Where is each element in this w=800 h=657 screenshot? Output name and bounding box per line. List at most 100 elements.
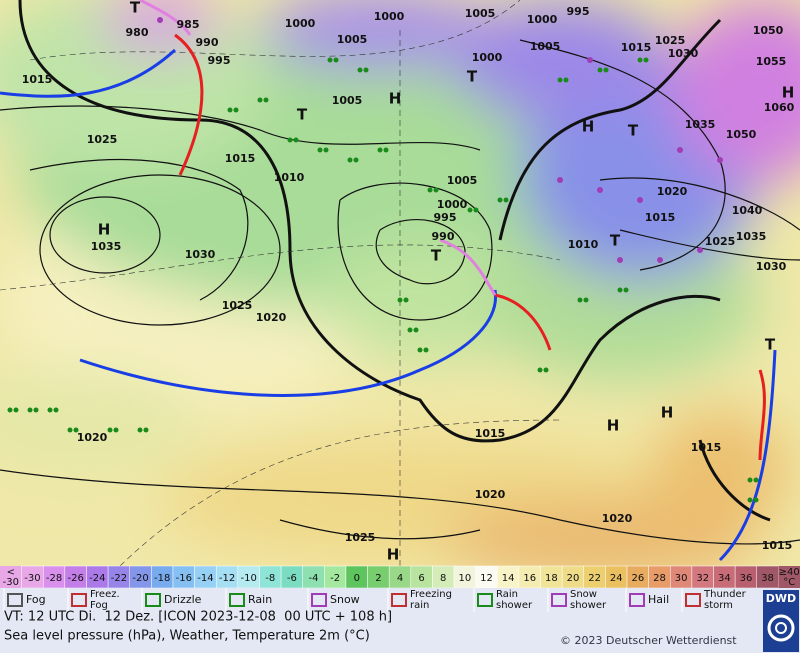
dwd-logo-mark bbox=[775, 622, 787, 634]
rain-dot bbox=[637, 57, 643, 63]
rain-dot bbox=[543, 367, 549, 373]
legend-symbol bbox=[391, 593, 407, 607]
snow-dot bbox=[557, 177, 563, 183]
legend-symbol bbox=[477, 593, 493, 607]
legend-symbol bbox=[629, 593, 645, 607]
legend-symbol bbox=[311, 593, 327, 607]
rain-dot bbox=[583, 297, 589, 303]
rain-dot bbox=[293, 137, 299, 143]
isobar-label: 990 bbox=[432, 230, 455, 243]
rain-dot bbox=[577, 297, 583, 303]
pressure-center: T bbox=[765, 336, 776, 354]
legend-symbol bbox=[229, 593, 245, 607]
weather-legend: Fog Freez. Fog Drizzle Rain Snow Freezing rain R… bbox=[3, 588, 747, 612]
scale-label: -4 bbox=[309, 573, 319, 584]
snow-dot bbox=[597, 187, 603, 193]
isobar-label: 985 bbox=[177, 18, 200, 31]
snow-dot bbox=[657, 257, 663, 263]
pressure-center: H bbox=[389, 90, 402, 108]
isobar-label: 1010 bbox=[568, 238, 599, 251]
legend-panel bbox=[0, 588, 800, 653]
isobar-label: 1000 bbox=[527, 13, 558, 26]
rain-dot bbox=[423, 347, 429, 353]
rain-dot bbox=[563, 77, 569, 83]
isobar-label: 1015 bbox=[22, 73, 53, 86]
isobar-label: 1055 bbox=[756, 55, 787, 68]
rain-dot bbox=[323, 147, 329, 153]
rain-dot bbox=[753, 497, 759, 503]
isobar-label: 1005 bbox=[465, 7, 496, 20]
isobar-label: 1015 bbox=[762, 539, 793, 552]
scale-label: 2 bbox=[375, 573, 381, 584]
pressure-center: H bbox=[387, 546, 400, 564]
isobar-label: 1015 bbox=[645, 211, 676, 224]
rain-dot bbox=[603, 67, 609, 73]
scale-label: 16 bbox=[523, 573, 536, 584]
scale-label: 32 bbox=[696, 573, 709, 584]
isobar-label: 1035 bbox=[91, 240, 122, 253]
scale-label: -14 bbox=[197, 573, 213, 584]
pressure-center: T bbox=[467, 68, 478, 86]
rain-dot bbox=[257, 97, 263, 103]
isobar-label: 1040 bbox=[732, 204, 763, 217]
rain-dot bbox=[433, 187, 439, 193]
isobar-label: 1010 bbox=[274, 171, 305, 184]
isobar-label: 1035 bbox=[685, 118, 716, 131]
pressure-center: H bbox=[582, 118, 595, 136]
scale-label: 26 bbox=[631, 573, 644, 584]
scale-label: -12 bbox=[219, 573, 235, 584]
scale-label: 10 bbox=[458, 573, 471, 584]
snow-dot bbox=[157, 17, 163, 23]
scale-label: 34 bbox=[718, 573, 731, 584]
rain-dot bbox=[427, 187, 433, 193]
rain-dot bbox=[363, 67, 369, 73]
pressure-center: T bbox=[628, 122, 639, 140]
isobar-label: 1050 bbox=[753, 24, 784, 37]
legend-label: Freez. Fog bbox=[90, 589, 120, 611]
rain-dot bbox=[597, 67, 603, 73]
legend-symbol bbox=[71, 593, 87, 607]
rain-dot bbox=[407, 327, 413, 333]
scale-label: 28 bbox=[653, 573, 666, 584]
dwd-logo-mark bbox=[767, 614, 795, 642]
legend-symbol bbox=[685, 593, 701, 607]
scale-label: -16 bbox=[176, 573, 192, 584]
scale-label: -8 bbox=[265, 573, 275, 584]
pressure-center: H bbox=[661, 404, 674, 422]
scale-label: -22 bbox=[111, 573, 127, 584]
isobar-label: 1030 bbox=[185, 248, 216, 261]
isobar-label: 1060 bbox=[764, 101, 795, 114]
legend-symbol bbox=[7, 593, 23, 607]
rain-dot bbox=[137, 427, 143, 433]
rain-dot bbox=[33, 407, 39, 413]
scale-label: 4 bbox=[397, 573, 403, 584]
isobar-label: 1025 bbox=[345, 531, 376, 544]
scale-label: 36 bbox=[740, 573, 753, 584]
rain-dot bbox=[557, 77, 563, 83]
scale-label: -20 bbox=[132, 573, 148, 584]
legend-label: Freezing rain bbox=[410, 589, 452, 611]
rain-dot bbox=[287, 137, 293, 143]
rain-dot bbox=[327, 57, 333, 63]
isobar-label: 1020 bbox=[602, 512, 633, 525]
rain-dot bbox=[53, 407, 59, 413]
scale-label: -10 bbox=[240, 573, 256, 584]
isobar-label: 1000 bbox=[285, 17, 316, 30]
scale-label: -26 bbox=[68, 573, 84, 584]
isobar-label: 1005 bbox=[337, 33, 368, 46]
pressure-center: T bbox=[431, 247, 442, 265]
pressure-center: T bbox=[130, 0, 141, 17]
pressure-center: T bbox=[297, 106, 308, 124]
isobar-label: 995 bbox=[567, 5, 590, 18]
rain-dot bbox=[27, 407, 33, 413]
description: Sea level pressure (hPa), Weather, Tempe… bbox=[4, 629, 370, 644]
pressure-center: H bbox=[607, 417, 620, 435]
scale-label: 12 bbox=[480, 573, 493, 584]
isobar-label: 1015 bbox=[621, 41, 652, 54]
scale-label: 22 bbox=[588, 573, 601, 584]
legend-label: Thunder storm bbox=[703, 589, 747, 611]
isobar-label: 1025 bbox=[655, 34, 686, 47]
isobar-label: 1035 bbox=[736, 230, 767, 243]
